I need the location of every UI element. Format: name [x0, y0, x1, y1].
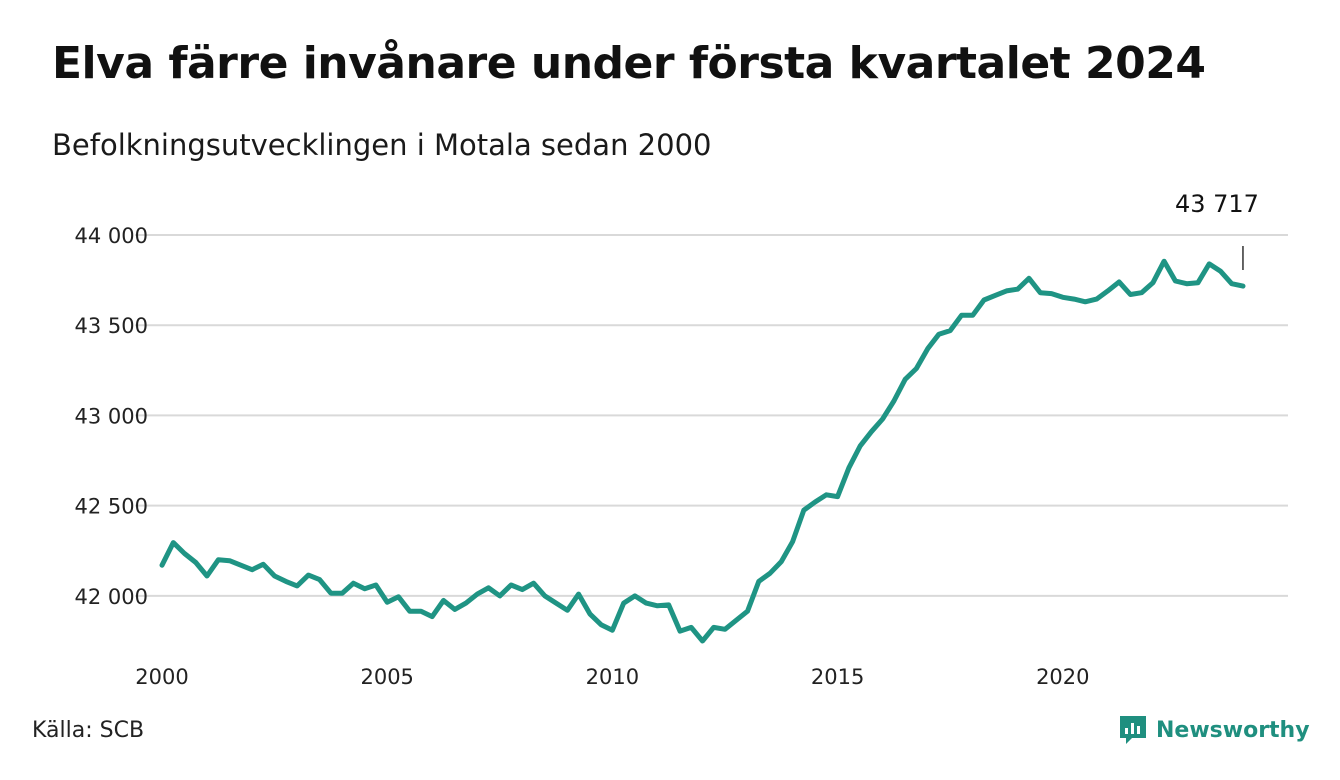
chart-subtitle: Befolkningsutvecklingen i Motala sedan 2… [52, 128, 712, 162]
x-tick-label: 2020 [1036, 665, 1089, 689]
y-axis-labels: 42 000 42 500 43 000 43 500 44 000 [75, 224, 148, 609]
y-tick-label: 43 500 [75, 314, 148, 338]
gridlines [135, 234, 1288, 597]
newsworthy-logo-icon [1120, 716, 1146, 744]
chart-title: Elva färre invånare under första kvartal… [52, 38, 1206, 89]
brand-name: Newsworthy [1156, 717, 1310, 743]
x-axis-labels: 2000 2005 2010 2015 2020 [135, 665, 1089, 689]
series-line [159, 258, 1246, 644]
source-note: Källa: SCB [32, 718, 145, 743]
y-tick-label: 43 000 [75, 404, 148, 428]
y-tick-label: 42 500 [75, 495, 148, 519]
x-tick-label: 2000 [135, 665, 188, 689]
end-value-label: 43 717 [1175, 190, 1259, 218]
x-tick-label: 2010 [586, 665, 639, 689]
x-tick-label: 2005 [360, 665, 413, 689]
y-tick-label: 44 000 [75, 224, 148, 248]
annotation-layer: 43 717 [1175, 190, 1259, 270]
x-tick-label: 2015 [811, 665, 864, 689]
series-layer [159, 258, 1246, 644]
brand-logo[interactable]: Newsworthy [1118, 714, 1310, 746]
y-tick-label: 42 000 [75, 585, 148, 609]
